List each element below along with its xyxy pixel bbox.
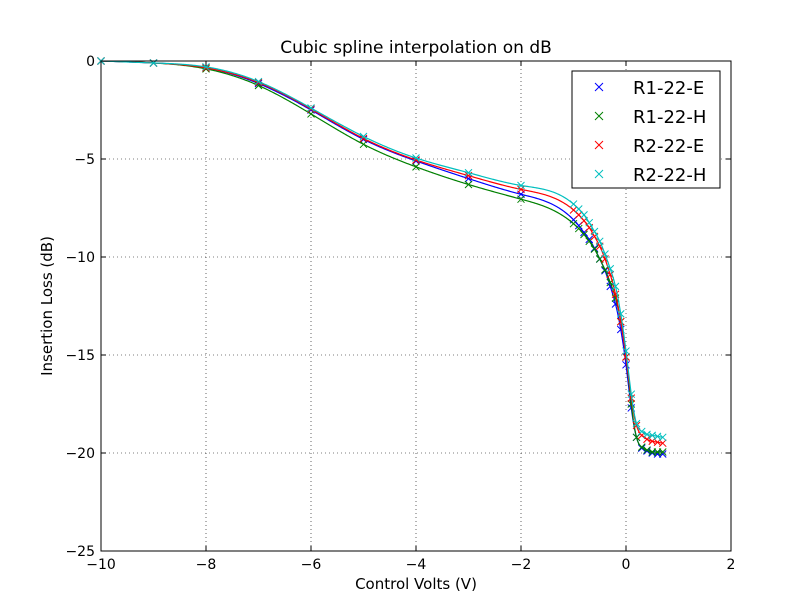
legend-label: R1-22-E (633, 78, 704, 99)
x-tick-label: −10 (86, 557, 116, 573)
x-tick-label: −6 (301, 557, 322, 573)
data-point-marker (359, 140, 368, 149)
data-point-marker (202, 63, 210, 71)
data-point-marker (595, 237, 604, 246)
data-point-marker (359, 132, 368, 141)
data-point-marker (412, 154, 420, 162)
data-point-marker (464, 168, 473, 177)
data-point-marker (658, 448, 667, 456)
data-point-marker (616, 317, 625, 326)
series-line (100, 60, 663, 453)
series-layer (97, 57, 667, 458)
data-point-marker (637, 443, 646, 451)
y-tick-label: −10 (65, 250, 95, 266)
x-tick-label: 0 (622, 557, 631, 573)
data-point-marker (307, 104, 315, 112)
data-point-marker (601, 250, 609, 258)
y-tick-label: −15 (65, 348, 95, 364)
legend-label: R2-22-H (633, 165, 706, 186)
data-point-marker (517, 195, 525, 204)
legend-marker (594, 82, 604, 92)
data-point-marker (517, 181, 525, 190)
data-point-marker (359, 134, 368, 143)
y-tick-label: −25 (65, 544, 95, 560)
data-point-marker (517, 185, 525, 194)
data-point-marker (606, 264, 615, 273)
legend-label: R1-22-H (633, 107, 706, 128)
data-point-marker (616, 309, 625, 318)
chart-title: Cubic spline interpolation on dB (280, 38, 552, 58)
data-point-marker (637, 444, 646, 452)
x-tick-label: −4 (406, 557, 427, 573)
axis-ticks: −10 −8 −6 −4 −2 0 20−5−10−15−20−25 (65, 54, 735, 573)
data-point-marker (412, 162, 420, 171)
series-line (100, 60, 663, 444)
data-point-marker (658, 439, 667, 448)
legend-label: R2-22-E (633, 136, 704, 157)
series-R1-22-H (97, 57, 667, 456)
x-axis-label: Control Volts (V) (355, 575, 477, 593)
y-tick-label: −20 (65, 446, 95, 462)
legend-frame (571, 70, 721, 189)
x-tick-label: 2 (727, 557, 736, 573)
data-point-marker (643, 446, 651, 454)
data-point-marker (622, 353, 630, 361)
y-tick-label: 0 (86, 54, 95, 70)
series-line (100, 60, 663, 438)
data-point-marker (580, 211, 588, 219)
legend-marker (594, 111, 604, 121)
data-point-marker (254, 77, 263, 86)
data-point-marker (627, 390, 636, 399)
data-point-marker (622, 347, 630, 355)
legend: R1-22-E R1-22-H R2-22-E R2-22-H (571, 70, 721, 189)
data-point-marker (658, 433, 667, 442)
y-axis-label: Insertion Loss (dB) (38, 236, 56, 376)
x-tick-label: −8 (196, 557, 217, 573)
data-point-marker (585, 218, 594, 227)
y-tick-label: −5 (74, 152, 95, 168)
data-point-marker (590, 245, 599, 254)
legend-marker (594, 169, 604, 179)
series-R2-22-H (97, 57, 667, 442)
data-point-marker (611, 282, 620, 291)
data-point-marker (632, 419, 641, 428)
data-point-marker (590, 227, 599, 236)
legend-marker (594, 140, 604, 150)
data-point-marker (580, 230, 588, 239)
data-point-marker (637, 427, 646, 436)
data-point-marker (464, 180, 473, 189)
data-point-marker (202, 64, 210, 72)
x-tick-label: −2 (511, 557, 532, 573)
